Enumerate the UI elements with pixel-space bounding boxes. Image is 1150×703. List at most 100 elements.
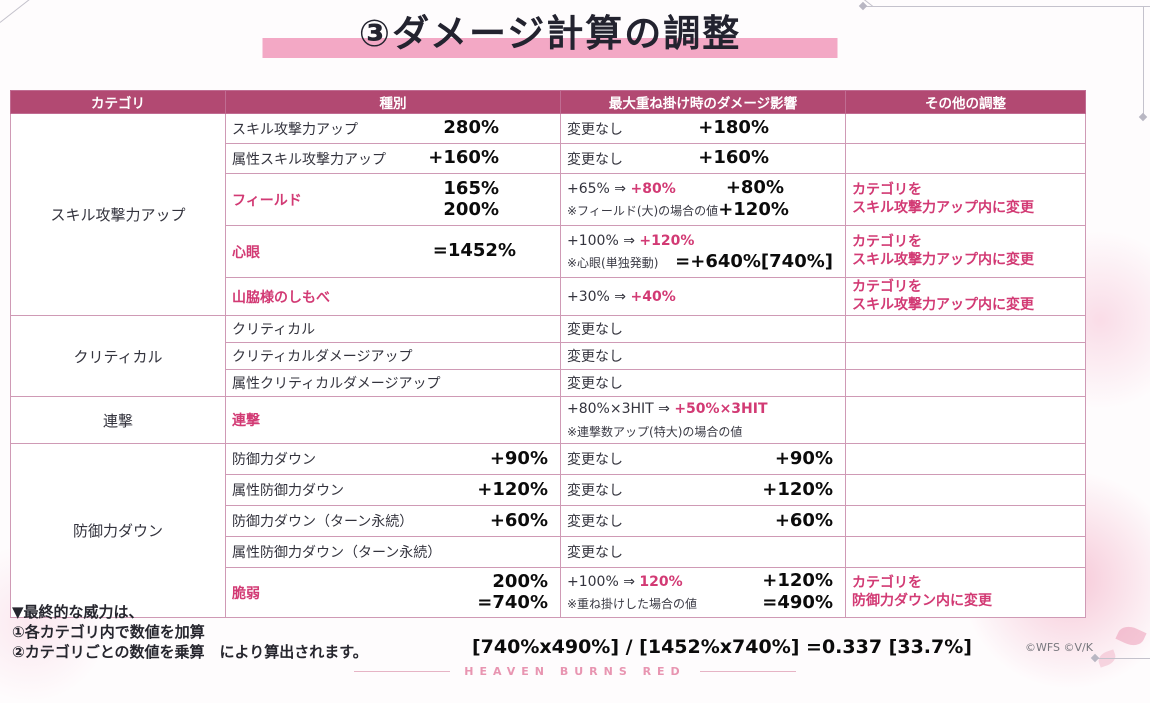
effect-label: 変更なし	[567, 514, 623, 530]
type-label: クリティカル	[232, 322, 316, 338]
type-label: 属性防御力ダウン（ターン永続）	[232, 545, 442, 561]
effect-cell: 変更なし +180%	[560, 113, 846, 144]
effect-note: ※重ね掛けした場合の値	[567, 597, 698, 611]
other-cell	[845, 474, 1086, 506]
handwritten-annotation: =1452%	[432, 240, 516, 262]
brand-footer: HEAVEN BURNS RED	[0, 665, 1150, 678]
effect-cell: 変更なし	[560, 369, 846, 397]
other-cell	[845, 536, 1086, 568]
effect-cell: 変更なし +60%	[560, 505, 846, 537]
brand-logo-text: HEAVEN BURNS RED	[464, 665, 686, 678]
effect-cell: 変更なし	[560, 315, 846, 343]
type-cell: 山脇様のしもべ	[225, 277, 561, 316]
type-cell: 属性防御力ダウン +120%	[225, 474, 561, 506]
damage-adjustment-table: カテゴリ 種別 最大重ね掛け時のダメージ影響 その他の調整 スキル攻撃力アップ …	[10, 90, 1086, 618]
other-cell	[845, 396, 1086, 444]
type-label: 防御力ダウン	[232, 452, 316, 468]
effect-cell: 変更なし	[560, 536, 846, 568]
copyright-text: ©WFS ©V/K	[1025, 641, 1093, 654]
title-block: ③ダメージ計算の調整	[0, 10, 1100, 58]
brand-line-decoration	[354, 671, 451, 672]
effect-cell: 変更なし	[560, 342, 846, 370]
category-cell: スキル攻撃力アップ	[10, 113, 226, 316]
table-row: 心眼 =1452% +100% ⇒ +120% ※心眼(単独発動) =+640%…	[11, 225, 1086, 278]
type-label: 防御力ダウン（ターン永続）	[232, 514, 414, 530]
type-label: 属性スキル攻撃力アップ	[232, 151, 386, 168]
handwritten-annotation: 165%	[443, 177, 499, 199]
handwritten-annotation: =490%	[762, 592, 833, 614]
other-cell	[845, 143, 1086, 174]
type-cell: 連撃	[225, 396, 561, 444]
effect-label: +100% ⇒ +120%	[567, 232, 695, 249]
handwritten-annotation: +180%	[698, 117, 769, 139]
other-note-line: スキル攻撃力アップ内に変更	[852, 296, 1034, 313]
effect-label: +100% ⇒ 120%	[567, 573, 683, 590]
handwritten-annotation: +120%	[762, 478, 833, 500]
effect-label: 変更なし	[567, 151, 623, 168]
type-cell: 心眼 =1452%	[225, 225, 561, 278]
col-header-type: 種別	[225, 90, 561, 114]
table-row: 脆弱 200% =740% +100% ⇒ 120% +120% ※重ね掛けした…	[11, 567, 1086, 618]
footer-line: ②カテゴリごとの数値を乗算 により算出されます。	[12, 642, 368, 661]
other-cell	[845, 369, 1086, 397]
effect-label: 変更なし	[567, 376, 623, 392]
footer-notes: ▼最終的な威力は、 ①各カテゴリ内で数値を加算 ②カテゴリごとの数値を乗算 によ…	[12, 603, 368, 662]
other-note-line: カテゴリを	[852, 279, 922, 295]
col-header-category: カテゴリ	[10, 90, 226, 114]
other-note-line: カテゴリを	[852, 234, 922, 250]
other-note-line: カテゴリを	[852, 182, 922, 198]
type-label: 山脇様のしもべ	[232, 289, 330, 306]
effect-label: 変更なし	[567, 545, 623, 561]
table-row: 防御力ダウン 防御力ダウン +90% 変更なし +90%	[10, 443, 1086, 618]
effect-label: 変更なし	[567, 483, 623, 499]
effect-note: ※連撃数アップ(特大)の場合の値	[567, 424, 743, 439]
other-cell: カテゴリを 防御力ダウン内に変更	[845, 567, 1086, 618]
category-cell: 防御力ダウン	[10, 443, 226, 618]
col-header-other: その他の調整	[845, 90, 1086, 114]
table-row: スキル攻撃力アップ スキル攻撃力アップ 280% 変更なし +180%	[10, 113, 1086, 316]
handwritten-annotation: =+640%[740%]	[675, 251, 833, 273]
handwritten-annotation: +160%	[698, 147, 769, 169]
handwritten-annotation-stack: 165% 200%	[443, 177, 499, 220]
footer-line: ①各カテゴリ内で数値を加算	[12, 622, 205, 641]
effect-cell: +65% ⇒ +80% +80% ※フィールド(大)の場合の値 +120%	[560, 173, 846, 226]
effect-cell: 変更なし +90%	[560, 443, 846, 475]
handwritten-annotation: +160%	[428, 147, 499, 169]
effect-note: ※フィールド(大)の場合の値	[567, 204, 719, 218]
frame-line-decoration	[1143, 6, 1144, 114]
handwritten-annotation: +60%	[489, 509, 548, 531]
type-label: 心眼	[232, 244, 260, 261]
effect-label: 変更なし	[567, 452, 623, 468]
type-label: クリティカルダメージアップ	[232, 349, 413, 365]
type-cell: 属性防御力ダウン（ターン永続）	[225, 536, 561, 568]
table-row: フィールド 165% 200% +65% ⇒ +80% +80% ※フィールド(…	[11, 173, 1086, 226]
type-cell: 防御力ダウン +90%	[225, 443, 561, 475]
handwritten-annotation: +120%	[762, 570, 833, 592]
category-cell: 連撃	[10, 396, 226, 444]
table-row: 山脇様のしもべ +30% ⇒ +40% カテゴリを スキル攻撃力アップ内に変更	[11, 277, 1086, 316]
effect-label: 変更なし	[567, 349, 623, 365]
effect-label: +30% ⇒ +40%	[567, 288, 676, 305]
effect-cell: 変更なし +120%	[560, 474, 846, 506]
page-title: ③ダメージ計算の調整	[358, 12, 742, 55]
type-cell: クリティカル	[225, 315, 561, 343]
handwritten-annotation: =740%	[477, 591, 548, 613]
effect-cell: +30% ⇒ +40%	[560, 277, 846, 316]
type-label: 属性クリティカルダメージアップ	[232, 376, 441, 392]
frame-line-decoration	[1096, 658, 1150, 659]
handwritten-annotation: +60%	[774, 509, 833, 531]
handwritten-annotation: 280%	[443, 117, 499, 139]
brand-line-decoration	[699, 671, 796, 672]
effect-label: +65% ⇒ +80%	[567, 180, 676, 197]
table-row: クリティカル クリティカル 変更なし	[10, 315, 1086, 397]
type-label: 属性防御力ダウン	[232, 483, 344, 499]
table-header: カテゴリ 種別 最大重ね掛け時のダメージ影響 その他の調整	[10, 90, 1086, 114]
title-highlight-band	[262, 38, 838, 58]
table-row: 防御力ダウン（ターン永続） +60% 変更なし +60%	[11, 505, 1086, 537]
handwritten-annotation: 200%	[492, 570, 548, 592]
other-note-line: カテゴリを	[852, 575, 922, 591]
effect-label: +80%×3HIT ⇒ +50%×3HIT	[567, 401, 768, 417]
handwritten-annotation-stack: 200% =740%	[477, 570, 548, 613]
effect-cell: +80%×3HIT ⇒ +50%×3HIT ※連撃数アップ(特大)の場合の値	[560, 396, 846, 444]
